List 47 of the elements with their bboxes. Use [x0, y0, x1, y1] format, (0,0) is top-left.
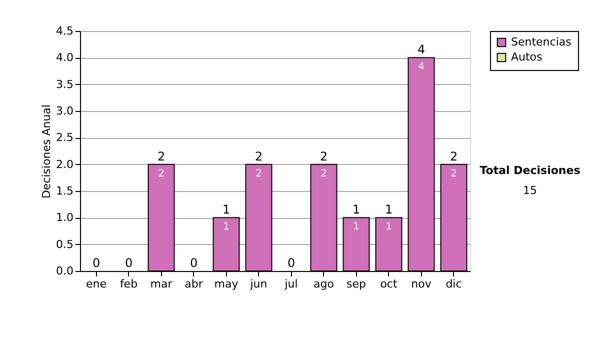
total-label: 2 [254, 149, 263, 164]
x-tick-label: abr [184, 278, 204, 290]
y-tick-label: 4.0 [56, 51, 74, 64]
y-tick-label: 2.5 [56, 131, 74, 144]
x-tick-label: jul [284, 278, 298, 290]
y-tick-label: 0.0 [56, 264, 74, 278]
data-label: 1 [223, 222, 230, 233]
x-tick-label: sep [346, 278, 366, 290]
text: 15 [523, 184, 537, 197]
legend-label: Autos [511, 50, 543, 64]
x-tick-label: may [214, 278, 239, 290]
total-label: 0 [287, 256, 296, 270]
total-label: 2 [157, 149, 166, 164]
x-tick-label: ago [314, 278, 334, 290]
data-label: 1 [353, 222, 360, 233]
total-label: 1 [352, 202, 360, 217]
total-label: 1 [384, 202, 393, 217]
total-label: 0 [124, 256, 133, 270]
y-tick-label: 4.5 [56, 24, 74, 38]
data-label: 2 [158, 168, 164, 180]
data-label: 2 [450, 168, 457, 180]
x-tick-label: oct [380, 278, 398, 290]
y-tick-label: 0.5 [56, 238, 74, 251]
total-label: 4 [417, 42, 426, 57]
total-label: 2 [320, 149, 328, 164]
x-tick-label: dic [446, 278, 462, 290]
legend-label: Sentencias [511, 36, 572, 48]
total-label: 0 [190, 256, 198, 270]
total-label: 2 [450, 149, 458, 164]
x-tick-label: mar [150, 278, 173, 290]
x-tick-label: feb [120, 278, 138, 290]
data-label: 1 [386, 222, 392, 233]
x-tick-label: ene [86, 278, 107, 290]
total-label: 0 [92, 256, 100, 270]
x-tick-label: jun [249, 278, 268, 290]
data-label: 2 [256, 168, 262, 180]
x-tick-label: nov [411, 278, 432, 290]
text: Total Decisiones [480, 164, 581, 177]
y-tick-label: 3.0 [56, 104, 74, 118]
y-tick-label: 2.0 [56, 158, 74, 171]
y-tick-label: 1.5 [56, 184, 74, 198]
total-label: 1 [222, 202, 230, 217]
data-label: 4 [418, 62, 424, 73]
y-tick-label: 3.5 [56, 78, 74, 91]
data-label: 2 [320, 168, 327, 180]
y-axis-title: Decisiones Anual [40, 104, 54, 199]
y-tick-label: 1.0 [56, 211, 74, 224]
